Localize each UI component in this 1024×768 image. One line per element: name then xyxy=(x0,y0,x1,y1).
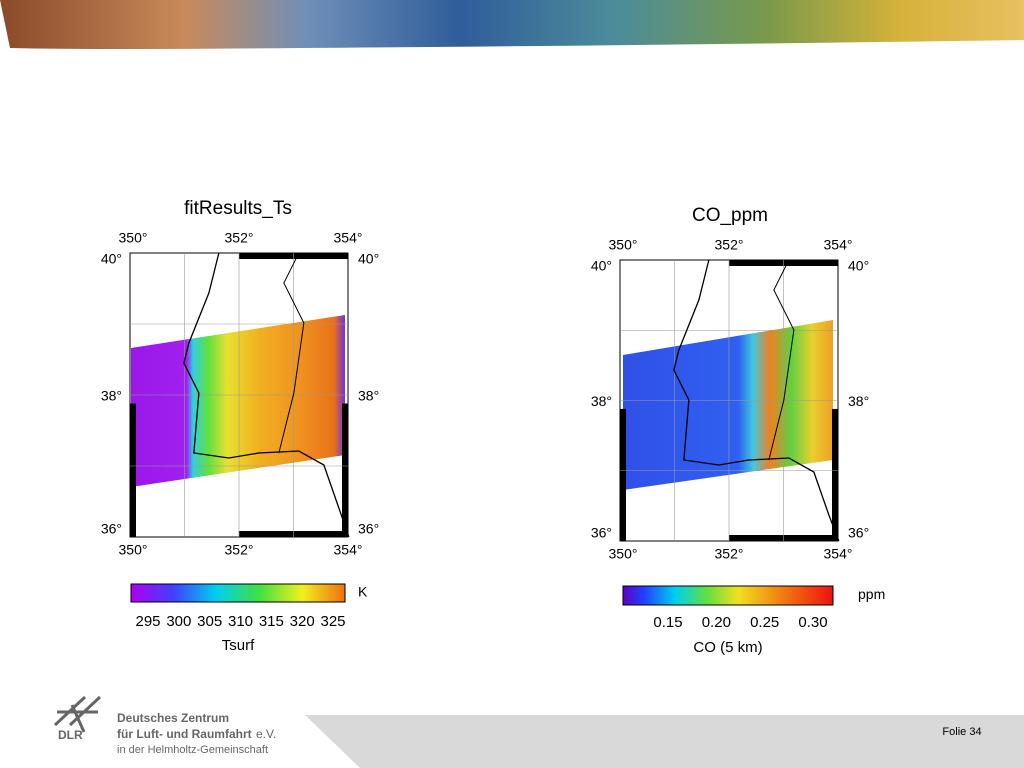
lon-label: 352° xyxy=(225,542,254,558)
lon-label: 352° xyxy=(715,237,744,253)
colorbar-tick-label: 310 xyxy=(228,613,253,630)
lat-label: 40° xyxy=(101,251,122,267)
footer-band xyxy=(305,715,1024,768)
lat-label: 38° xyxy=(358,388,379,404)
lat-label: 38° xyxy=(848,393,869,409)
lon-label: 354° xyxy=(824,546,853,562)
map-title: CO_ppm xyxy=(692,205,768,226)
lon-label: 352° xyxy=(225,230,254,246)
colorbar-unit: K xyxy=(358,584,368,600)
coastline xyxy=(183,252,350,538)
lat-label: 36° xyxy=(591,525,612,541)
colorbar-label: Tsurf xyxy=(222,637,255,654)
colorbar-tick-label: 315 xyxy=(259,613,284,630)
org-line: für Luft- und Raumfahrt xyxy=(117,727,252,741)
lat-label: 40° xyxy=(358,251,379,267)
lat-label: 38° xyxy=(101,388,122,404)
frame-bar xyxy=(342,403,348,537)
lon-label: 354° xyxy=(824,237,853,253)
lat-label: 36° xyxy=(101,521,122,537)
frame-bar xyxy=(832,408,838,541)
colorbar-tick-label: 320 xyxy=(290,613,315,630)
org-line: Deutsches Zentrum xyxy=(117,711,229,725)
colorbar-unit: ppm xyxy=(858,586,885,602)
map-title: fitResults_Ts xyxy=(184,198,292,219)
org-suffix: e.V. xyxy=(256,727,276,741)
colorbar-tick-label: 300 xyxy=(166,613,191,630)
lat-label: 36° xyxy=(358,521,379,537)
lon-label: 350° xyxy=(609,237,638,253)
colorbar xyxy=(622,585,834,606)
frame-bar xyxy=(620,408,626,541)
panels: fitResults_Ts 350° 350° 352° 352° 354° 354° 40°… xyxy=(101,198,885,656)
colorbar-tick-label: 305 xyxy=(197,613,222,630)
colorbar-tick-label: 0.25 xyxy=(750,614,779,631)
colorbar-tick-label: 325 xyxy=(320,613,345,630)
lon-label: 350° xyxy=(119,542,148,558)
colorbar xyxy=(130,583,346,603)
colorbar-label: CO (5 km) xyxy=(693,639,762,656)
lat-label: 40° xyxy=(591,258,612,274)
org-line: in der Helmholtz-Gemeinschaft xyxy=(117,744,268,756)
colorbar-tick-label: 295 xyxy=(135,613,160,630)
logo-text: DLR xyxy=(58,728,83,742)
lon-label: 354° xyxy=(334,230,363,246)
lon-label: 354° xyxy=(334,542,363,558)
lat-label: 38° xyxy=(591,393,612,409)
header-banner xyxy=(0,0,1024,49)
frame-bar xyxy=(130,403,136,537)
lon-label: 350° xyxy=(609,546,638,562)
lat-label: 40° xyxy=(848,258,869,274)
colorbar-tick-label: 0.30 xyxy=(798,614,827,631)
border xyxy=(278,252,305,454)
lon-label: 350° xyxy=(119,230,148,246)
coastline xyxy=(673,259,840,542)
slide-number: Folie 34 xyxy=(942,726,981,738)
dlr-logo xyxy=(53,695,102,733)
colorbar-tick-label: 0.15 xyxy=(653,614,682,631)
lat-label: 36° xyxy=(848,525,869,541)
lon-label: 352° xyxy=(715,546,744,562)
border xyxy=(768,259,795,461)
colorbar-tick-label: 0.20 xyxy=(702,614,731,631)
